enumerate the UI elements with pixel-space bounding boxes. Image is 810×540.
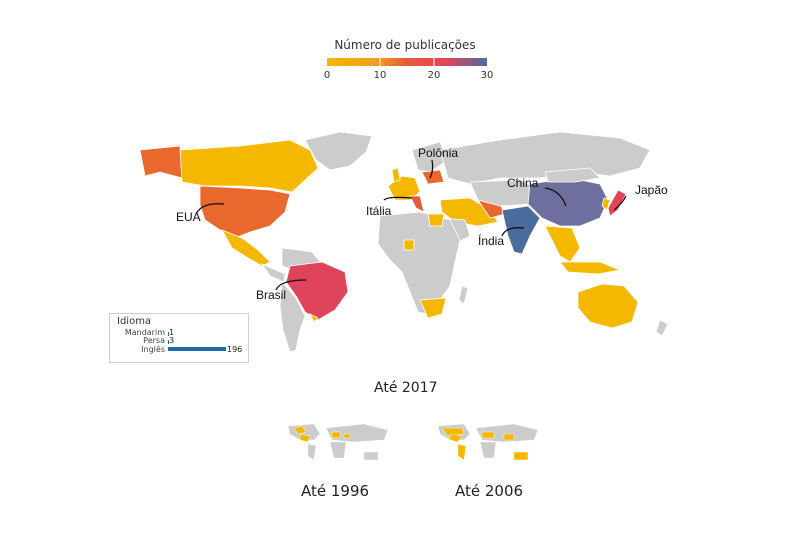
language-inset: [109, 313, 249, 363]
period-2006-label: Até 2006: [455, 482, 524, 500]
label-brazil: Brasil: [256, 288, 287, 302]
italy: [409, 195, 425, 213]
new-zealand: [655, 319, 669, 337]
language-name-mandarin: Mandarim: [124, 328, 165, 337]
legend-title: Número de publicações: [334, 38, 476, 52]
south-africa: [419, 297, 447, 319]
language-bar-english: [168, 347, 226, 351]
world-map-1996: [287, 423, 389, 461]
label-poland: Polônia: [418, 146, 459, 160]
japan: [607, 189, 627, 217]
se-asia: [544, 225, 581, 263]
central-america: [260, 263, 286, 283]
canada: [179, 139, 319, 193]
nigeria: [403, 239, 415, 251]
australia: [577, 283, 639, 329]
india: [501, 205, 541, 255]
leader-italy: [383, 196, 413, 201]
period-main-label: Até 2017: [374, 380, 438, 396]
language-name-english: Inglês: [141, 345, 165, 354]
madagascar: [458, 285, 469, 305]
language-value-persian: 3: [169, 336, 175, 345]
usa: [199, 185, 291, 239]
leader-japan: [613, 195, 627, 211]
period-1996-label: Até 1996: [301, 482, 370, 500]
greenland: [304, 131, 373, 171]
language-name-persian: Persa: [143, 336, 165, 345]
africa: [377, 211, 461, 315]
scandinavia: [411, 141, 449, 173]
mexico: [221, 229, 271, 267]
legend-tick-30: 30: [480, 70, 494, 81]
legend-tick-0: 0: [323, 70, 331, 81]
label-usa: EUA: [176, 210, 201, 224]
indonesia: [559, 261, 622, 275]
label-china: China: [507, 176, 539, 190]
language-value-english: 196: [227, 345, 243, 354]
russia: [439, 131, 651, 185]
language-bar-persian: [168, 340, 169, 344]
south-america-south: [279, 281, 306, 353]
legend-tick-10: 10: [373, 70, 387, 81]
alaska: [139, 145, 183, 179]
language-title: Idioma: [117, 316, 152, 327]
europe-west: [387, 175, 421, 201]
leader-india: [501, 227, 525, 237]
china: [527, 177, 609, 227]
uk: [391, 167, 401, 183]
uruguay: [309, 313, 319, 323]
brazil: [285, 261, 349, 321]
egypt: [427, 213, 445, 227]
color-scale-bar: [327, 58, 487, 66]
language-bar-mandarin: [168, 332, 169, 336]
label-india: Índia: [478, 234, 505, 248]
language-value-mandarin: 1: [169, 328, 175, 337]
legend-tick-20: 20: [427, 70, 441, 81]
leader-brazil: [275, 279, 307, 291]
poland: [421, 169, 445, 185]
leader-china: [544, 187, 567, 207]
korea: [601, 197, 611, 211]
label-italy: Itália: [366, 204, 392, 218]
leader-usa: [195, 203, 225, 215]
world-map-2006: [437, 423, 539, 461]
label-japan: Japão: [635, 183, 668, 197]
mongolia: [544, 167, 601, 183]
leader-poland: [429, 159, 434, 179]
